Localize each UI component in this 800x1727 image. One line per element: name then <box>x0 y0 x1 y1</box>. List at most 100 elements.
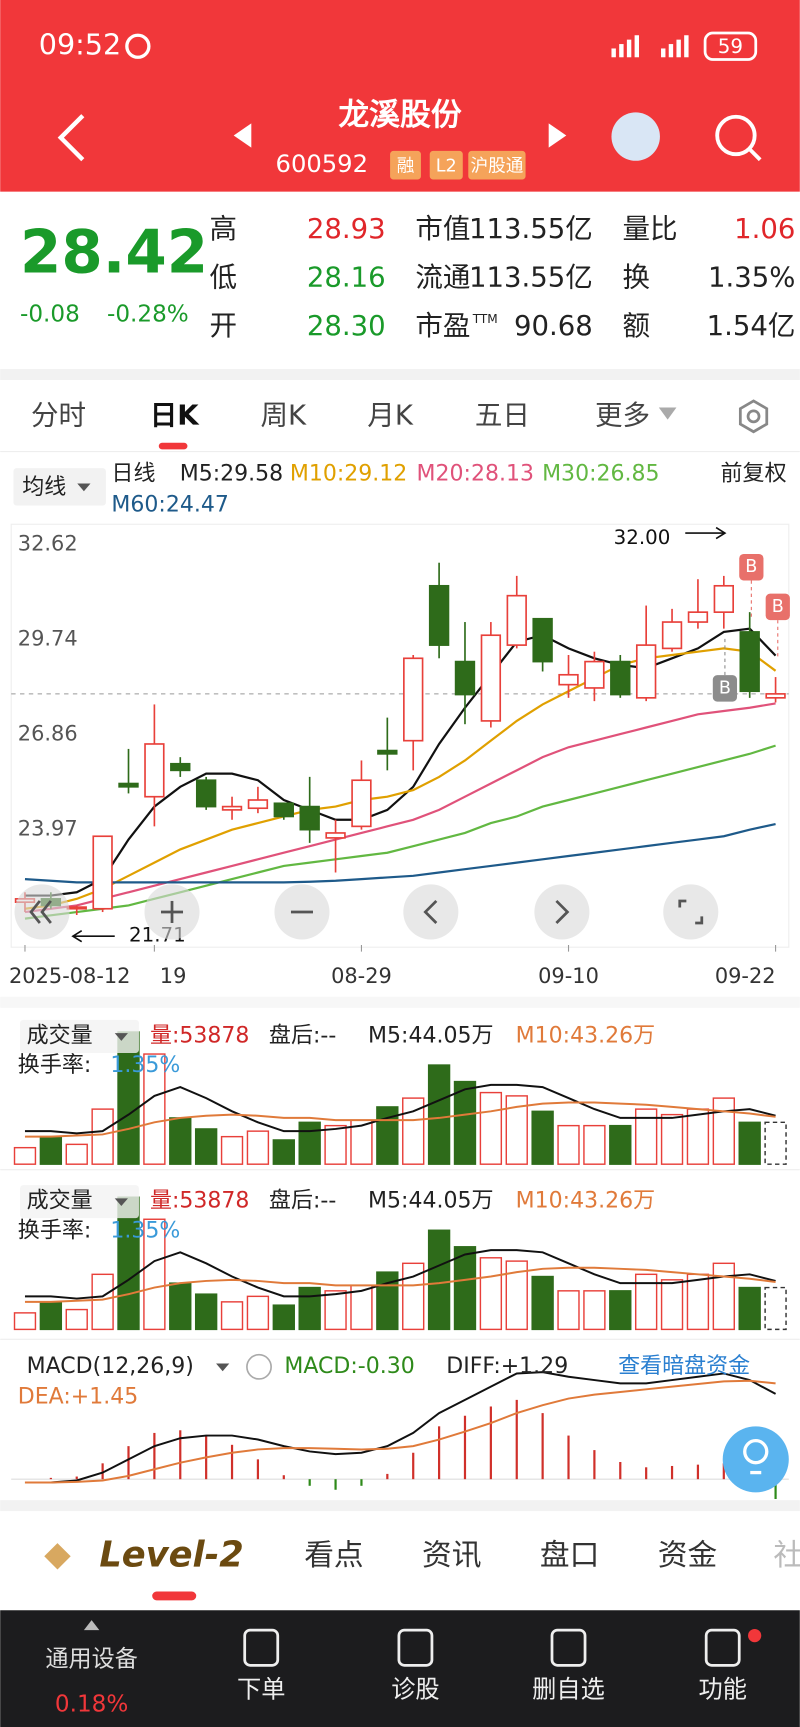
volume-bar <box>764 1121 787 1165</box>
volume-bar <box>169 1117 192 1165</box>
left-button[interactable] <box>403 884 459 940</box>
candle-body <box>558 673 579 686</box>
sector-name[interactable]: 通用设备 <box>45 1646 137 1672</box>
candle-body <box>66 906 87 910</box>
ma-value: M20:28.13 <box>417 462 534 487</box>
stat-value: 113.55亿 <box>469 262 593 294</box>
volume-bar <box>324 1290 347 1331</box>
ma-selector-label: 均线 <box>22 475 66 500</box>
volume-ma5: M5:44.05万 <box>368 1189 493 1214</box>
volume-bar <box>764 1286 787 1331</box>
dropdown-arrow <box>77 483 91 492</box>
period-tab[interactable]: 月K <box>367 399 414 431</box>
macd-bar <box>412 1452 415 1480</box>
stat-label: 开 <box>209 310 237 342</box>
volume-ma10: M10:43.26万 <box>516 1023 655 1048</box>
volume-bar <box>324 1124 347 1165</box>
candle-body <box>687 611 709 623</box>
ma-value: M60:24.47 <box>111 493 228 518</box>
macd-bar <box>386 1473 389 1480</box>
action-label[interactable]: 诊股 <box>391 1676 439 1704</box>
volume-selector[interactable] <box>20 1185 139 1219</box>
macd-bar <box>774 1479 777 1500</box>
chart-controls <box>14 884 719 940</box>
candle-body <box>247 799 269 810</box>
stat-label-sup: TTM <box>472 312 498 326</box>
candle-body <box>454 660 476 696</box>
macd-bar <box>463 1415 467 1480</box>
macd-bar <box>489 1406 492 1480</box>
help-icon[interactable] <box>246 1353 272 1380</box>
action-label[interactable]: 删自选 <box>532 1676 605 1704</box>
stat-label: 换 <box>622 262 650 294</box>
bottom-tab[interactable]: 盘口 <box>540 1538 599 1573</box>
status-time: 09:52 <box>39 27 121 61</box>
stat-value: 1.35% <box>708 262 795 294</box>
volume-bar <box>91 1108 114 1165</box>
volume-bar <box>13 1312 37 1331</box>
dropdown-arrow <box>114 1198 128 1207</box>
volume-value: 量:53878 <box>150 1189 249 1214</box>
bottom-tab[interactable]: 资讯 <box>422 1538 481 1573</box>
turnover-label: 换手率: <box>18 1218 91 1243</box>
volume-title: 成交量 <box>27 1189 93 1214</box>
robot-icon[interactable] <box>611 112 660 161</box>
next-stock[interactable] <box>548 123 567 148</box>
dropdown-arrow <box>216 1363 230 1372</box>
period-tab[interactable]: 日K <box>150 399 201 431</box>
volume-bar <box>169 1282 192 1331</box>
volume-bar <box>246 1295 270 1331</box>
prev-stock[interactable] <box>233 123 252 148</box>
volume-bar <box>479 1091 503 1165</box>
search-handle <box>747 147 762 162</box>
candle-body <box>506 594 527 646</box>
bottom-tab[interactable]: Level-2 <box>99 1534 243 1575</box>
right-button[interactable] <box>534 884 590 940</box>
action-label[interactable]: 功能 <box>698 1676 746 1704</box>
bottom-tab[interactable]: 资金 <box>658 1538 717 1573</box>
fullscreen-button[interactable] <box>663 884 719 940</box>
ma-selector[interactable] <box>13 468 106 506</box>
action-label[interactable]: 下单 <box>237 1676 285 1704</box>
bottom-tab[interactable]: 看点 <box>304 1538 363 1573</box>
settings-icon[interactable] <box>738 399 769 434</box>
volume-bar <box>712 1262 735 1331</box>
volume-bar <box>686 1273 710 1331</box>
period-tab[interactable]: 五日 <box>475 399 530 431</box>
trade-marker-label: B <box>772 597 784 617</box>
search-button[interactable] <box>715 114 757 157</box>
after-hours: 盘后:-- <box>269 1189 336 1214</box>
volume-bar <box>194 1293 218 1331</box>
back-button[interactable] <box>57 114 85 162</box>
tip-button[interactable] <box>722 1426 789 1493</box>
volume-bar <box>427 1064 451 1165</box>
period-tab[interactable]: 分时 <box>31 399 86 431</box>
stat-label: 市盈 <box>415 310 470 342</box>
candle-body <box>118 782 139 788</box>
volume-ma10: M10:43.26万 <box>516 1189 655 1214</box>
volume-bar <box>609 1124 632 1165</box>
y-tick-label: 23.97 <box>18 817 78 841</box>
stock-name: 龙溪股份 <box>338 97 461 133</box>
badge-text: 融 <box>397 156 415 176</box>
macd-bar <box>75 1476 78 1480</box>
stat-value: 28.93 <box>307 213 386 245</box>
expand-arrow <box>83 1620 100 1631</box>
adjust-label[interactable]: 前复权 <box>721 462 787 487</box>
macd-bar <box>153 1432 156 1480</box>
dark-pool-link[interactable]: 查看暗盘资金 <box>618 1354 750 1379</box>
period-tab[interactable]: 更多 <box>595 399 650 431</box>
ma-value: M5:29.58 <box>180 462 283 487</box>
volume-bar <box>376 1106 399 1165</box>
period-label: 日线 <box>111 462 155 487</box>
bottom-tab[interactable]: 社 <box>773 1538 800 1573</box>
period-tab[interactable]: 周K <box>260 399 307 431</box>
macd-panel: MACD(12,26,9) MACD:-0.30 DIFF:+1.29 查看暗盘资金 D… <box>0 1338 800 1500</box>
action-icon <box>243 1628 280 1667</box>
candle-body <box>661 621 683 650</box>
volume-selector[interactable] <box>20 1019 139 1053</box>
volume-bar <box>505 1095 528 1165</box>
macd-bar <box>619 1462 622 1480</box>
x-tick-label: 08-29 <box>331 964 392 988</box>
stat-value: 90.68 <box>514 310 593 342</box>
